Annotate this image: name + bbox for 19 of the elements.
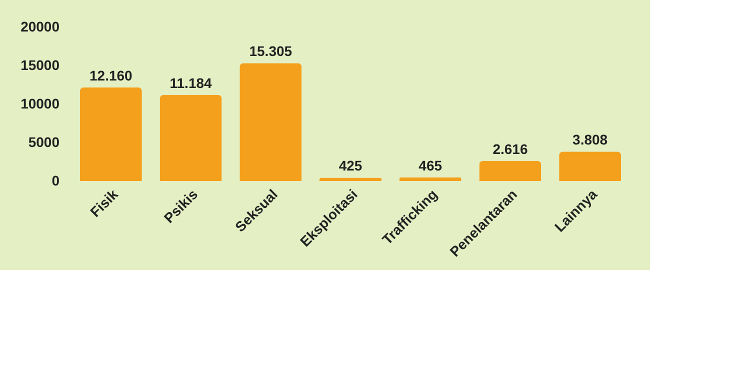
bar	[479, 160, 542, 181]
data-label: 3.808	[572, 132, 608, 148]
data-label: 15.305	[249, 43, 292, 60]
data-label: 465	[418, 157, 442, 174]
data-label: 2.616	[492, 140, 528, 157]
bar	[559, 152, 622, 181]
y-tick-label: 15000	[20, 57, 60, 73]
bar	[80, 87, 142, 181]
y-tick-label: 0	[52, 172, 60, 188]
data-label: 425	[338, 158, 362, 174]
y-tick-label: 10000	[20, 96, 60, 112]
bar	[160, 94, 222, 181]
y-tick-label: 5000	[28, 134, 60, 150]
bar	[240, 63, 302, 181]
bar	[399, 177, 462, 181]
y-tick-label: 20000	[20, 18, 60, 34]
bar	[320, 178, 382, 181]
data-label: 12.160	[90, 67, 133, 84]
data-label: 11.184	[170, 74, 212, 91]
